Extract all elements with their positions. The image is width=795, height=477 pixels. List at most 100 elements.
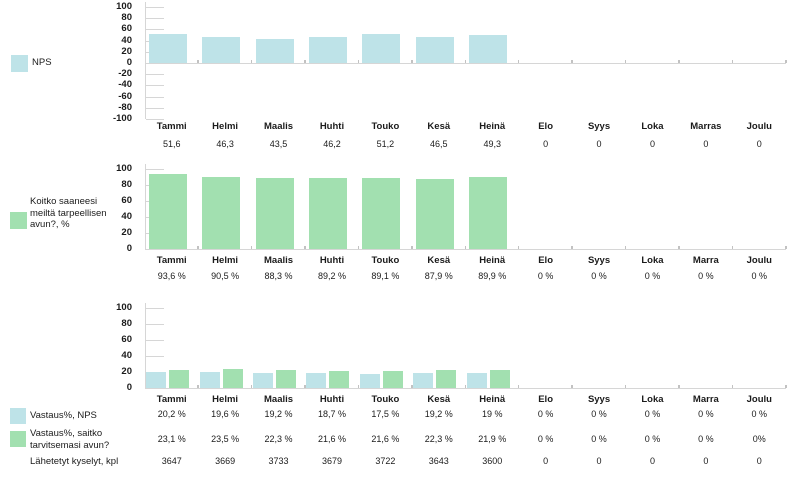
legend-label-line: tarvitsemasi avun? xyxy=(30,439,110,451)
bar xyxy=(362,34,401,63)
x-axis-category-label: Heinä xyxy=(479,121,506,132)
y-axis-tick-label: 20 xyxy=(121,366,132,377)
bar xyxy=(359,374,380,388)
x-axis-category-label: Elo xyxy=(538,394,553,405)
value-label: 0 xyxy=(596,139,602,149)
x-axis-tick xyxy=(517,246,520,249)
value-label: 0 % xyxy=(537,409,554,419)
value-label: 3643 xyxy=(428,456,449,466)
value-label: 0 % xyxy=(537,271,554,281)
value-label: 21,6 % xyxy=(371,434,400,444)
x-axis-tick xyxy=(517,60,520,63)
value-label: 19,2 % xyxy=(424,409,453,419)
value-label: 21,6 % xyxy=(317,434,346,444)
value-label: 43,5 xyxy=(269,139,288,149)
value-label: 3733 xyxy=(268,456,289,466)
y-axis-tick-label: 60 xyxy=(121,195,132,206)
value-label: 49,3 xyxy=(483,139,501,149)
legend-label-line: Vastaus%, saitko xyxy=(30,428,103,439)
y-axis-tick-label: 0 xyxy=(126,382,132,393)
y-axis-tick-label: -60 xyxy=(118,90,132,102)
bar xyxy=(466,372,487,388)
x-axis-tick xyxy=(250,60,253,63)
value-label: 51,6 xyxy=(162,139,181,149)
x-axis-tick xyxy=(785,60,787,63)
y-axis-tick-label: 0 xyxy=(126,57,132,68)
value-label: 0 % xyxy=(537,434,554,444)
value-label: 93,6 % xyxy=(157,271,186,281)
value-label: 0 xyxy=(703,139,709,149)
value-label: 0 xyxy=(543,456,549,466)
value-label: 0 xyxy=(756,456,762,466)
x-axis-category-label: Helmi xyxy=(212,394,239,405)
x-axis-tick xyxy=(464,60,466,63)
x-axis-tick xyxy=(678,385,680,388)
x-axis-tick xyxy=(197,60,199,63)
x-axis-category-label: Elo xyxy=(538,121,553,132)
x-axis-tick xyxy=(571,246,573,249)
bar xyxy=(436,370,457,388)
value-label: 0 % xyxy=(751,271,768,281)
bar xyxy=(362,177,401,249)
y-axis-tick-label: 100 xyxy=(116,302,132,313)
x-axis-tick xyxy=(785,246,787,249)
legend-label-line: Koitko saaneesi xyxy=(30,196,98,207)
y-axis-line xyxy=(145,2,146,119)
x-axis-category-label: Loka xyxy=(641,121,664,132)
value-label: 0 % xyxy=(698,409,714,419)
value-label: 0 % xyxy=(591,434,607,444)
value-label: 0 % xyxy=(644,409,661,419)
x-axis-category-label: Joulu xyxy=(746,121,772,132)
x-axis-category-label: Kesä xyxy=(427,394,451,405)
y-axis-tick-label: 60 xyxy=(121,334,132,345)
y-axis-tick xyxy=(146,18,164,20)
value-label: 0 % xyxy=(698,434,714,444)
value-label: 0 xyxy=(543,139,549,149)
value-label: 0 xyxy=(756,139,762,149)
value-label: 19 % xyxy=(481,409,503,419)
value-label: 0 % xyxy=(751,409,768,419)
x-axis-category-label: Heinä xyxy=(479,255,506,266)
value-label: 0 xyxy=(649,456,655,466)
x-axis-category-label: Huhti xyxy=(319,394,345,405)
value-label: 46,2 xyxy=(323,139,341,149)
x-axis-tick xyxy=(304,246,306,249)
x-axis-category-label: Helmi xyxy=(212,255,239,266)
y-axis-tick-label: 100 xyxy=(116,1,132,12)
x-axis-category-label: Joulu xyxy=(746,255,772,266)
value-label: 0 xyxy=(596,456,602,466)
x-axis-tick xyxy=(624,246,627,249)
value-label: 0 % xyxy=(644,271,661,281)
x-axis-tick xyxy=(411,385,413,388)
y-axis-tick xyxy=(146,85,164,87)
legend-label: NPS xyxy=(32,57,137,69)
x-axis-line xyxy=(145,388,786,389)
y-axis-tick-label: 40 xyxy=(121,211,132,222)
value-label: 0 % xyxy=(698,271,714,281)
bar xyxy=(253,372,274,388)
value-label: 20,2 % xyxy=(157,409,186,419)
x-axis-tick xyxy=(197,246,199,249)
bar xyxy=(415,36,454,63)
x-axis-category-label: Marra xyxy=(692,255,719,266)
x-axis-tick xyxy=(731,60,734,63)
y-axis-tick-label: -20 xyxy=(118,68,132,80)
bar xyxy=(199,372,220,388)
value-label: 46,3 xyxy=(216,139,234,149)
x-axis-category-label: Heinä xyxy=(479,394,506,405)
y-axis-tick-label: -40 xyxy=(118,79,132,91)
value-label: 0 xyxy=(703,456,709,466)
x-axis-tick xyxy=(411,246,413,249)
bar xyxy=(276,370,297,388)
x-axis-tick xyxy=(357,246,360,249)
x-axis-category-label: Maalis xyxy=(264,394,294,405)
value-label: 88,3 % xyxy=(264,271,293,281)
legend-label-line: Vastaus%, NPS xyxy=(30,410,97,421)
value-label: 22,3 % xyxy=(264,434,293,444)
bar xyxy=(329,370,350,388)
legend-label: Lähetetyt kyselyt, kpl xyxy=(30,456,135,468)
x-axis-category-label: Joulu xyxy=(746,394,772,405)
y-axis-tick-label: 40 xyxy=(121,34,132,46)
x-axis-tick xyxy=(304,385,306,388)
